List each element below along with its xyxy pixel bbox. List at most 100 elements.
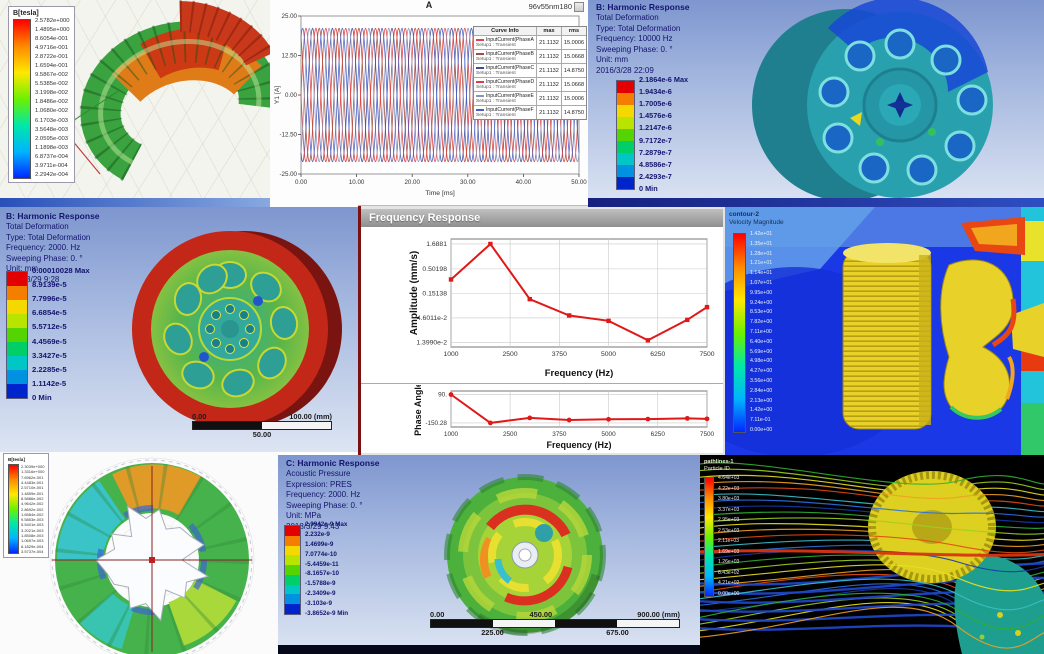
curve-name: InputCurrent(PhaseC) [486, 65, 534, 71]
legend-colorbar [284, 525, 301, 615]
svg-text:7500: 7500 [699, 351, 714, 358]
curve-info-table: Curve Info max rms InputCurrent(PhaseA) Setu… [473, 26, 587, 120]
data-point [527, 296, 532, 302]
legend-value: 2.3039e+000 [21, 464, 45, 469]
legend-value: 3.56e+00 [750, 377, 773, 384]
result-header: B: Harmonic Response Total Deformation Typ… [596, 2, 690, 77]
curve-color-swatch [476, 66, 484, 69]
data-point [645, 416, 651, 422]
legend-band [7, 384, 27, 398]
text-line: B: Harmonic Response [6, 211, 100, 221]
table-cell: rms [568, 28, 580, 34]
legend-band [617, 141, 634, 153]
ruler-part: 0.00 100.00 (mm) [192, 412, 332, 421]
table-cell: 21.1132 [537, 78, 562, 91]
svg-text:5000: 5000 [601, 431, 616, 438]
svg-text:Amplitude (mm/s): Amplitude (mm/s) [409, 251, 420, 335]
legend-value: 2.9942e-9 Max [305, 521, 348, 528]
legend-value: 5.5712e-5 [32, 322, 67, 332]
legend-value: 1.6584e-002 [21, 511, 44, 517]
curve-color-swatch [476, 108, 484, 111]
window-edge [358, 206, 361, 456]
ruler-segment [262, 422, 331, 429]
legend-value: 1.35e+01 [750, 240, 773, 247]
bfield-legend: B[tesla] 2.3039e+000 1.3316e+000 7.6962e-0… [3, 453, 50, 558]
data-point [645, 338, 651, 343]
legend-value: 1.28e+01 [750, 250, 773, 257]
curve-name: InputCurrent(PhaseB) [486, 51, 534, 57]
table-cell: 21.1132 [537, 36, 562, 49]
window-titlebar-sliver[interactable] [0, 198, 270, 207]
table-cell: 21.1132 [537, 106, 562, 119]
legend-band [617, 177, 634, 189]
table-cell: 15.0006 [563, 95, 585, 102]
cfd-field-render [725, 207, 1044, 455]
amp-chart-svg: 1000 2500 3750 5000 6250 7500 1.6881 0.50198 0.1… [409, 238, 715, 379]
ruler-segment [493, 620, 555, 627]
text-line: Frequency: 2000. Hz [6, 243, 81, 253]
table-cell: 15.0668 [563, 53, 585, 60]
svg-text:0.15138: 0.15138 [422, 291, 447, 298]
legend-value: 6.6854e-5 [32, 308, 67, 318]
legend-value: 8.5886e-002 [21, 495, 44, 501]
legend-value: 4.64e+03 [718, 475, 740, 481]
legend-value: 1.1898e-003 [35, 144, 69, 151]
ruler-part: 50.00 [192, 430, 332, 439]
legend-value: 3.80e+03 [718, 496, 740, 503]
legend-value: 4.27e+00 [750, 368, 773, 375]
svg-text:-25.00: -25.00 [279, 171, 297, 178]
svg-text:90.: 90. [438, 392, 447, 399]
ruler-label: 100.00 (mm) [289, 412, 332, 421]
legend-band [285, 535, 300, 546]
legend-value: 1.8508e-003 [21, 533, 44, 539]
legend-value: 5.69e+00 [750, 348, 773, 355]
legend-band [617, 117, 634, 129]
streamline [700, 481, 1044, 502]
legend-value: 6.1703e-003 [35, 117, 69, 124]
svg-text:0.00: 0.00 [295, 179, 308, 186]
pathlines-render [700, 462, 1044, 654]
svg-text:-150.28: -150.28 [425, 420, 447, 427]
legend-labels: 2.5782e+000 1.4895e+000 8.6054e-001 4.9716e… [35, 18, 70, 178]
svg-text:1000: 1000 [444, 431, 459, 438]
legend-value: 0 Min [32, 392, 52, 402]
phase-chart-svg: 1000 2500 3750 5000 6250 7500 90. -150.28 Freque… [413, 382, 715, 450]
legend-labels: 0.00010028 Max 8.9139e-5 7.7996e-5 6.6854e-… [32, 266, 90, 402]
legend-band [7, 356, 27, 370]
svg-text:Frequency (Hz): Frequency (Hz) [546, 440, 611, 450]
window-title-bar[interactable]: Frequency Response [361, 209, 723, 227]
legend-value: 1.4699e-9 [305, 540, 334, 548]
legend-value: 2.2285e-5 [32, 364, 67, 374]
legend-band [617, 105, 634, 117]
window-icon[interactable] [574, 2, 584, 12]
text-line: 2016/3/28 22:09 [596, 65, 654, 75]
curve-name: InputCurrent(PhaseD) [486, 79, 534, 85]
ruler-label: 50.00 [252, 430, 272, 439]
legend-value: 3.37e+03 [718, 506, 740, 513]
table-cell: 14.8750 [563, 109, 585, 116]
legend-band [7, 342, 27, 356]
data-point [488, 241, 493, 247]
legend-value: 1.3316e+000 [21, 469, 45, 475]
legend-band [617, 165, 634, 177]
data-point [684, 415, 690, 421]
curve-setup: Setup1 : Transient [476, 57, 516, 62]
legend-value: 1.42e+01 [750, 231, 773, 237]
text-line: Sweeping Phase: 0. ° [596, 44, 673, 54]
legend-value: 2.95e+03 [718, 517, 740, 524]
svg-text:Time [ms]: Time [ms] [425, 190, 455, 197]
text-line: Sweeping Phase: 0. ° [6, 253, 83, 263]
legend-value: 7.2879e-7 [639, 147, 672, 157]
series-line [450, 393, 708, 424]
legend-value: 2.11e+03 [718, 538, 740, 545]
ruler-label: 225.00 [481, 628, 504, 637]
ruler-segment [431, 620, 493, 627]
legend-value: 1.6594e-001 [35, 63, 69, 70]
text-line: 2018/3/29 9:43 [286, 521, 340, 531]
bfield-legend: B[tesla] 2.5782e+000 1.4895e+000 8.6054e-0… [8, 6, 75, 183]
table-row: InputCurrent(PhaseE) Setup1 : Transient 21… [474, 91, 586, 105]
legend-band [7, 286, 27, 300]
legend-title: pathlines-1 Particle ID [704, 459, 734, 473]
text-line: B: Harmonic Response [596, 2, 690, 12]
curve-setup: Setup1 : Transient [476, 113, 516, 118]
